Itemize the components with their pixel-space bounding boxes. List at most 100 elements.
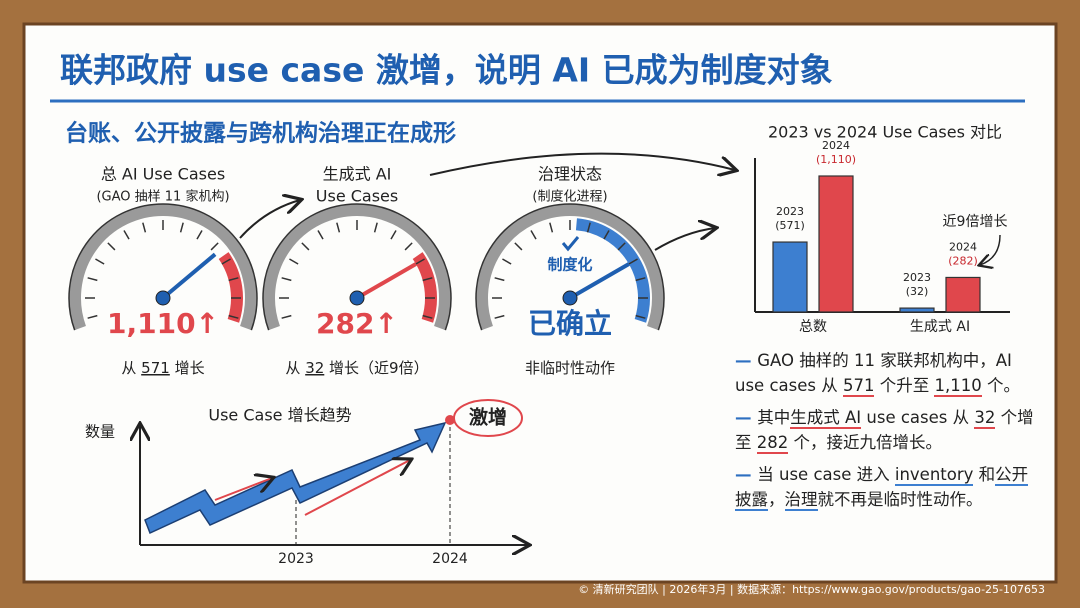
gauge-tick xyxy=(123,230,130,240)
gauge-value: 已确立 xyxy=(528,307,612,340)
note-part: 增长（近9倍） xyxy=(324,359,428,377)
gauge-badge: 制度化 xyxy=(547,256,592,274)
x-label: 2023 xyxy=(278,551,314,567)
bar xyxy=(899,307,935,313)
text: use cases 从 xyxy=(861,408,975,427)
gauge-rim-edge xyxy=(68,203,258,331)
gauge-tick xyxy=(549,222,554,233)
x-tick-label: 总数 xyxy=(799,319,827,335)
gauge-tick xyxy=(196,230,203,240)
gauge-tick xyxy=(494,277,505,282)
subtitle: 台账、公开披露与跨机构治理正在成形 xyxy=(65,120,456,147)
needle-hub xyxy=(155,290,171,306)
bar xyxy=(818,175,854,313)
gauge-tick xyxy=(422,314,433,319)
needle-hub xyxy=(349,290,365,306)
text: 生成式 AI xyxy=(790,408,862,429)
gauge-accent xyxy=(575,218,650,323)
x-label: 2024 xyxy=(432,551,468,567)
circle xyxy=(453,399,523,437)
text: 571 xyxy=(842,376,875,397)
gauges: 总 AI Use Cases (GAO 抽样 11 家机构) 1,110↑ 从 571… xyxy=(68,165,665,377)
note-part: 从 xyxy=(285,359,305,377)
gauge-rim-edge xyxy=(475,203,665,331)
gauge-tick xyxy=(95,258,105,265)
chart-title: 2023 vs 2024 Use Cases 对比 xyxy=(768,123,1002,142)
gauge-tick xyxy=(422,277,433,282)
bar-series-label: 2024 xyxy=(949,240,977,253)
bullet: GAO 抽样的 11 家联邦机构中，AI use cases 从 571 个升至… xyxy=(735,348,1035,398)
bars: 2023(571)2024(1,110)总数2023(32)2024(282)生… xyxy=(772,139,981,335)
x-tick-label: 生成式 AI xyxy=(910,319,970,335)
gauge-tick xyxy=(107,242,116,251)
text: 就不再是临时性动作。 xyxy=(817,490,983,509)
text: 32 xyxy=(974,408,996,429)
text: 个，接近九倍增长。 xyxy=(788,433,942,452)
bullet: 当 use case 进入 inventory 和公开披露，治理就不再是临时性动… xyxy=(735,462,1035,512)
note-part: 571 xyxy=(141,359,170,377)
trend-y-label: 数量 xyxy=(85,423,115,441)
text: GAO 抽样的 11 家联邦机构中，AI use cases 从 xyxy=(735,351,1012,395)
gauge-tick xyxy=(210,242,219,251)
gauge-tick xyxy=(142,222,147,233)
text: 治理 xyxy=(784,490,818,511)
gauge-rim-edge xyxy=(262,203,452,331)
bar-series-label: 2023 xyxy=(776,205,804,218)
gauge-rim xyxy=(263,204,451,331)
needle xyxy=(356,262,417,300)
gauge-tick xyxy=(373,222,378,233)
gauge-title: 治理状态 xyxy=(538,165,602,184)
gauge-tick xyxy=(635,314,646,319)
text: 公开披露 xyxy=(735,465,1029,511)
gauge-tick xyxy=(87,277,98,282)
text: 当 use case 进入 xyxy=(757,465,895,484)
note-part: 从 xyxy=(121,359,141,377)
bar-value-label: (571) xyxy=(775,219,805,232)
needle xyxy=(161,252,217,300)
bar-value-label: (1,110) xyxy=(816,153,856,166)
gauge-value: 1,110↑ xyxy=(107,307,219,340)
gauge-tick xyxy=(228,314,239,319)
gauge-title: Use Cases xyxy=(316,187,398,206)
gauge-tick xyxy=(404,242,413,251)
gauge-tick xyxy=(87,314,98,319)
gauge-tick xyxy=(317,230,324,240)
gauge-title: 生成式 AI xyxy=(323,165,392,184)
gauge-value: 282↑ xyxy=(316,307,398,340)
text: 个增至 xyxy=(735,408,1034,452)
bar xyxy=(772,241,808,313)
check xyxy=(561,236,580,252)
gauge-tick xyxy=(530,230,537,240)
needle xyxy=(568,262,630,300)
accent xyxy=(214,478,272,501)
gauge-tick xyxy=(502,258,512,265)
gauge-title: 总 AI Use Cases xyxy=(101,165,225,184)
text: inventory xyxy=(894,465,974,486)
arrow xyxy=(239,200,300,239)
gauge-title: (GAO 抽样 11 家机构) xyxy=(96,189,229,205)
gauge-note: 非临时性动作 xyxy=(525,359,615,377)
gauge-tick xyxy=(281,314,292,319)
gauge-tick xyxy=(514,242,523,251)
bullet: 其中生成式 AI use cases 从 32 个增至 282 个，接近九倍增长… xyxy=(735,405,1035,455)
arrow xyxy=(980,234,1001,265)
text: ， xyxy=(768,490,785,509)
bar xyxy=(945,276,981,313)
text: 和 xyxy=(973,465,996,484)
needle-hub xyxy=(562,290,578,306)
gauge-tick xyxy=(628,258,638,265)
text: 1,110 xyxy=(934,376,982,397)
bar-value-label: (282) xyxy=(948,254,978,267)
note-part: 32 xyxy=(305,359,324,377)
note-part: 增长 xyxy=(170,359,205,377)
text: 282 xyxy=(756,433,789,454)
arrow xyxy=(429,152,735,175)
accent xyxy=(304,460,410,516)
bar-series-label: 2023 xyxy=(903,271,931,284)
gauge-tick xyxy=(617,242,626,251)
note-part: 非临时性动作 xyxy=(525,359,615,377)
gauge-tick xyxy=(603,230,610,240)
